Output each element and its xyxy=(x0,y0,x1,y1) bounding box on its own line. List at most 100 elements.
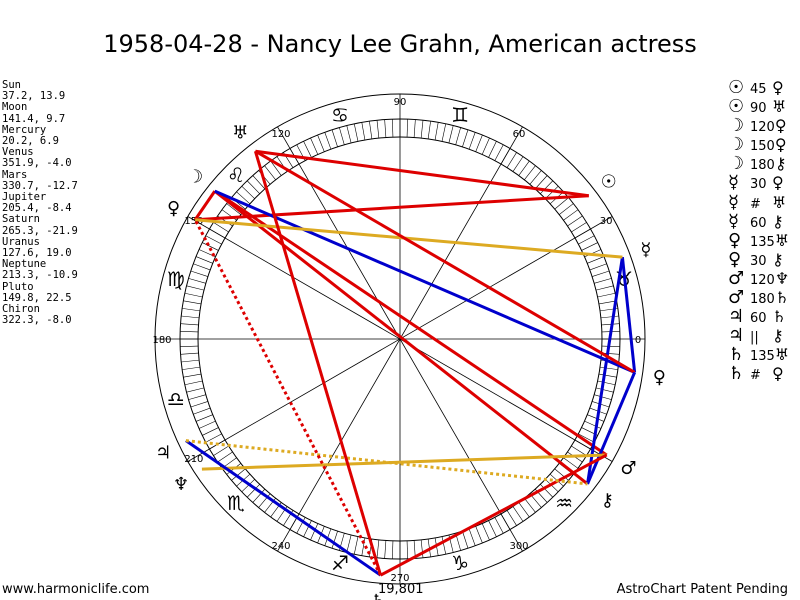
degree-tick xyxy=(595,285,614,291)
degree-tick xyxy=(512,506,524,522)
aspect-line-jupiter-chiron xyxy=(185,439,588,486)
degree-label: 240 xyxy=(271,541,290,552)
degree-tick xyxy=(540,484,554,498)
degree-tick xyxy=(406,119,408,138)
planet-venus-icon: ♀ xyxy=(653,367,666,388)
aspect-line-venus-chiron xyxy=(586,371,637,485)
degree-tick xyxy=(226,203,242,215)
degree-tick xyxy=(376,120,380,139)
aspect-row: ☿ 30 ♀ xyxy=(728,173,800,192)
aspect-angle: 120 xyxy=(750,272,775,288)
patent-notice: AstroChart Patent Pending xyxy=(616,582,788,597)
aspect-angle: 60 xyxy=(750,311,767,327)
degree-label: 30 xyxy=(600,216,613,227)
degree-tick xyxy=(186,285,205,291)
aspect-angle: 150 xyxy=(750,139,775,155)
aspect-planet-a: ♀ xyxy=(728,229,742,251)
aspect-row: ♄ 135♅ xyxy=(728,345,800,364)
degree-tick xyxy=(488,141,497,158)
degree-tick xyxy=(524,165,536,181)
degree-tick xyxy=(183,300,202,305)
degree-tick xyxy=(296,517,306,534)
degree-tick xyxy=(353,123,359,142)
degree-tick xyxy=(331,531,338,549)
degree-tick xyxy=(434,122,439,141)
aspect-line-mars-saturn xyxy=(379,453,608,577)
degree-tick xyxy=(353,536,359,555)
degree-tick xyxy=(213,222,229,233)
aspect-line-mercury-venus xyxy=(620,257,637,373)
aspect-row: ☿ # ♅ xyxy=(728,193,800,212)
aspect-planet-b: ⚷ xyxy=(772,249,784,269)
aspect-angle: 180 xyxy=(750,292,775,308)
degree-tick xyxy=(441,536,447,555)
degree-tick xyxy=(198,420,216,429)
degree-tick xyxy=(246,484,260,498)
planet-saturn-icon: ♄ xyxy=(370,591,386,600)
planet-name-jupiter: Jupiter xyxy=(2,191,47,204)
aspect-row: ♃ 60 ♄ xyxy=(728,307,800,326)
aspect-angle: 60 xyxy=(750,215,767,231)
planet-mars-icon: ♂ xyxy=(620,458,636,479)
degree-tick xyxy=(231,468,246,481)
degree-label: 300 xyxy=(509,541,528,552)
degree-tick xyxy=(455,127,461,145)
aspect-planet-a: ♃ xyxy=(728,306,745,328)
aspect-planet-a: ☉ xyxy=(728,96,745,118)
aspect-planet-b: ♅ xyxy=(774,345,790,365)
aspect-planet-b: ⚷ xyxy=(774,154,787,174)
degree-tick xyxy=(205,235,222,245)
aspect-list: ☉ 45 ♀ ☉ 90 ♅ ☽ 120♀ ☽ 150♀ ☽ 180⚷ ☿ 30 ♀ ☿ # ♅ ☿ 60 ⚷ ♀ 135♅ ♀… xyxy=(728,78,800,384)
degree-label: 180 xyxy=(152,335,171,346)
degree-tick xyxy=(346,534,352,553)
aspect-planet-a: ☽ xyxy=(728,134,745,156)
planet-coords-neptune: 213.3, -10.9 xyxy=(2,269,78,282)
degree-tick xyxy=(310,137,319,155)
degree-tick xyxy=(184,292,203,298)
degree-tick xyxy=(188,394,206,400)
degree-tick xyxy=(468,528,476,546)
degree-tick xyxy=(252,488,266,503)
degree-label: 0 xyxy=(635,335,641,346)
aspect-angle: # xyxy=(750,196,761,212)
degree-tick xyxy=(420,120,424,139)
degree-tick xyxy=(392,540,394,559)
degree-tick xyxy=(180,323,199,326)
degree-tick xyxy=(518,502,530,518)
planet-name-venus: Venus xyxy=(2,146,34,159)
degree-tick xyxy=(241,185,255,199)
aspect-line-mars-neptune xyxy=(201,453,607,471)
aspect-planet-a: ☿ xyxy=(728,172,740,194)
degree-tick xyxy=(180,331,199,333)
degree-tick xyxy=(598,373,617,378)
planet-name-mars: Mars xyxy=(2,168,28,181)
degree-tick xyxy=(506,510,517,526)
degree-tick xyxy=(587,414,605,422)
aspect-planet-b: ⚷ xyxy=(772,326,784,346)
planet-neptune-icon: ♆ xyxy=(173,474,189,495)
degree-tick xyxy=(462,129,469,147)
aspect-row: ♀ 30 ⚷ xyxy=(728,250,800,269)
aspect-row: ☽ 150♀ xyxy=(728,135,800,154)
degree-tick xyxy=(205,433,222,443)
degree-tick xyxy=(598,300,617,305)
aspect-planet-a: ☿ xyxy=(728,210,740,232)
degree-tick xyxy=(571,222,587,233)
aspect-angle: 30 xyxy=(750,177,767,193)
degree-tick xyxy=(384,540,387,559)
aspect-row: ☽ 120♀ xyxy=(728,116,800,135)
degree-tick xyxy=(441,123,447,142)
degree-tick xyxy=(195,414,213,422)
website-link[interactable]: www.harmoniclife.com xyxy=(2,582,150,597)
degree-tick xyxy=(494,144,504,161)
sign-scorpio-icon: ♏ xyxy=(227,491,245,515)
aspect-planet-b: ♀ xyxy=(772,78,784,97)
aspect-planet-a: ♃ xyxy=(728,325,745,347)
degree-tick xyxy=(592,270,610,277)
degree-tick xyxy=(181,359,200,363)
degree-label: 60 xyxy=(513,129,526,140)
degree-tick xyxy=(494,517,504,534)
degree-tick xyxy=(481,523,490,541)
degree-tick xyxy=(384,119,387,138)
aspect-row: ☉ 45 ♀ xyxy=(728,78,800,97)
